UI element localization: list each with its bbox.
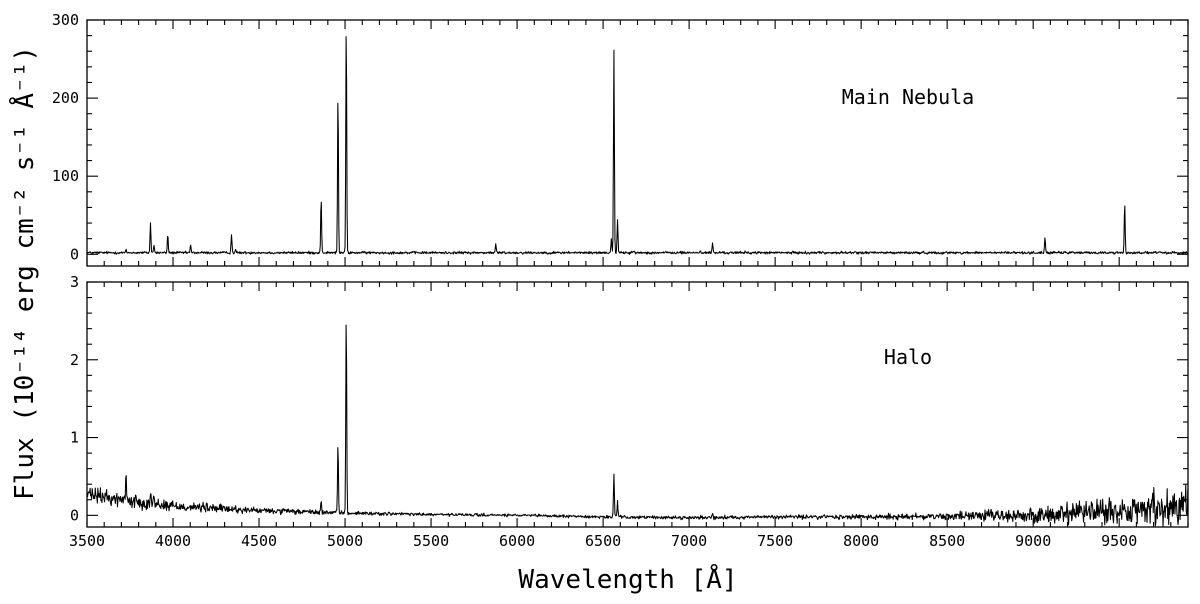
x-tick-label: 8000: [843, 532, 879, 550]
x-tick-label: 3500: [69, 532, 105, 550]
x-tick-label: 4000: [155, 532, 191, 550]
y-axis-title: Flux (10⁻¹⁴ erg cm⁻² s⁻¹ Å⁻¹): [8, 46, 40, 500]
x-tick-label: 6000: [499, 532, 535, 550]
x-axis-title: Wavelength [Å]: [518, 563, 737, 595]
y-tick-label: 3: [70, 273, 79, 291]
x-tick-label: 7000: [671, 532, 707, 550]
panel-label: Main Nebula: [842, 85, 974, 109]
y-tick-label: 200: [52, 89, 79, 107]
x-tick-label: 7500: [757, 532, 793, 550]
x-tick-label: 4500: [241, 532, 277, 550]
y-tick-label: 0: [70, 506, 79, 524]
y-tick-label: 100: [52, 167, 79, 185]
x-tick-label: 5000: [327, 532, 363, 550]
spectrum-trace: [87, 36, 1188, 255]
halo-panel: 3500 4000 4500 5000 5500 6000 6500 7000 7500 8000…: [69, 273, 1189, 550]
plot-frame: [86, 281, 1189, 528]
y-tick-label: 0: [70, 245, 79, 263]
x-tick-label: 9000: [1015, 532, 1051, 550]
y-tick-label: 300: [52, 11, 79, 29]
y-tick-label: 1: [70, 429, 79, 447]
x-tick-label: 6500: [585, 532, 621, 550]
x-tick-label: 9500: [1101, 532, 1137, 550]
plot-frame: [86, 19, 1189, 267]
main-nebula-panel: 0 100 200 300 Main Nebula: [52, 11, 1189, 267]
x-tick-label: 8500: [929, 532, 965, 550]
y-tick-label: 2: [70, 351, 79, 369]
spectrum-trace: [87, 324, 1188, 527]
panel-label: Halo: [884, 345, 932, 369]
x-tick-label: 5500: [413, 532, 449, 550]
